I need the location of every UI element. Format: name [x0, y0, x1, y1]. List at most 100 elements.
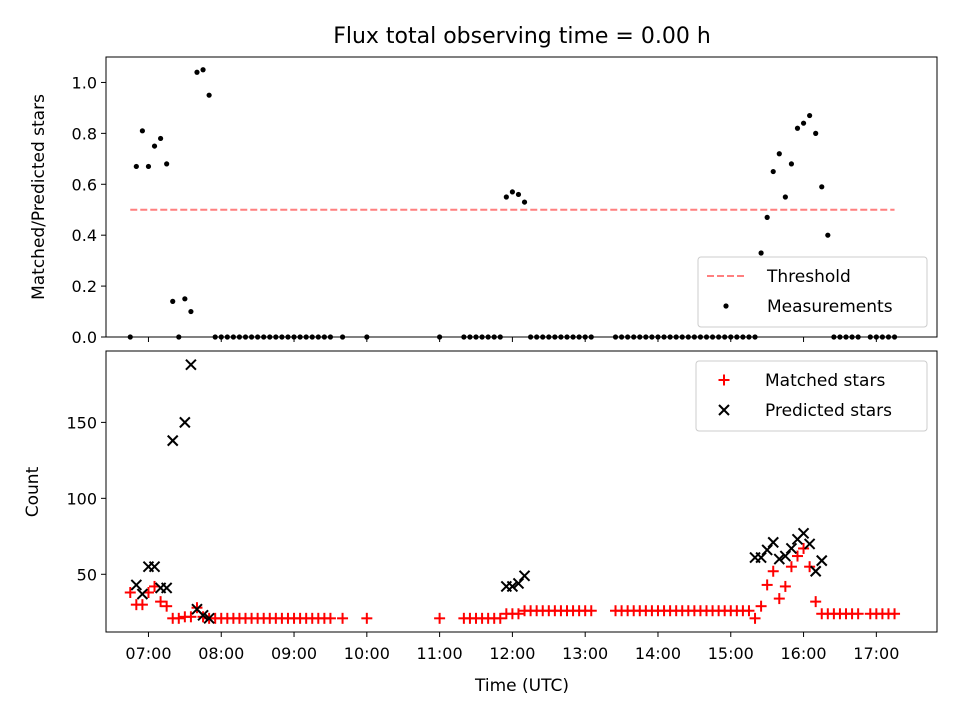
ratio-y-ticks: 0.0 0.2 0.4 0.6 0.8 1.0: [72, 73, 877, 347]
matched-star-point: [161, 600, 173, 612]
predicted-star-point: [136, 588, 149, 600]
y-tick-label: 150: [66, 413, 97, 432]
measurement-point: [164, 161, 170, 167]
matched-star-point: [767, 565, 779, 577]
predicted-star-point: [506, 580, 519, 593]
y-tick-label: 50: [77, 565, 97, 584]
legend-label: Measurements: [767, 297, 893, 317]
measurement-point: [788, 161, 795, 167]
predicted-star-point: [130, 579, 143, 591]
ratio-legend: Threshold Measurements: [697, 256, 928, 328]
matched-star-point: [743, 605, 755, 617]
time-x-ticks: 07:00 08:00 09:00 10:00 11:00 12:00 13:00 14:00…: [125, 632, 899, 663]
matched-star-point: [798, 542, 810, 554]
predicted-star-point: [160, 582, 173, 594]
matched-star-point: [785, 561, 797, 573]
measurement-point: [521, 199, 528, 205]
predicted-star-point: [512, 577, 525, 590]
chart-title: Flux total observing time = 0.00 h: [333, 24, 711, 49]
y-tick-label: 0.0: [72, 328, 97, 347]
count-y-axis-label: Count: [23, 466, 43, 517]
x-tick-label: 13:00: [562, 644, 608, 663]
measurement-point: [145, 163, 152, 170]
measurement-point: [515, 191, 522, 198]
predicted-star-point: [203, 612, 215, 625]
measurement-point: [825, 232, 831, 238]
legend-matched-handle: [718, 374, 730, 386]
predicted-star-point: [755, 551, 767, 564]
matched-star-point: [779, 580, 791, 592]
measurement-point: [782, 194, 788, 200]
matched-star-point: [185, 611, 197, 623]
x-tick-label: 14:00: [635, 644, 681, 663]
x-tick-label: 17:00: [853, 644, 899, 663]
matched-star-point: [852, 608, 864, 620]
predicted-star-point: [761, 544, 773, 556]
matched-star-point: [173, 612, 185, 624]
matched-star-point: [889, 608, 901, 620]
predicted-star-point: [785, 542, 798, 555]
matched-star-point: [755, 600, 767, 612]
predicted-star-point: [767, 536, 779, 549]
legend-label: Threshold: [766, 267, 851, 287]
measurement-point: [194, 69, 200, 75]
predicted-star-point: [779, 550, 792, 562]
x-axis-label: Time (UTC): [474, 676, 569, 696]
measurement-point: [200, 67, 206, 73]
measurement-point: [151, 143, 158, 149]
y-tick-label: 0.2: [72, 277, 97, 296]
matched-star-point: [791, 550, 803, 562]
measurement-point: [503, 194, 509, 200]
predicted-star-point: [816, 554, 828, 567]
matched-star-point: [761, 579, 773, 591]
matched-star-point: [804, 561, 816, 573]
matched-star-point: [810, 596, 822, 608]
ratio-plot-frame: [105, 56, 938, 338]
legend-label: Matched stars: [765, 371, 885, 391]
measurement-point: [764, 214, 770, 220]
count-plot-frame: [105, 350, 938, 633]
count-marks: [124, 358, 901, 625]
y-tick-label: 100: [66, 489, 97, 508]
predicted-star-point: [197, 609, 209, 621]
matched-star-point: [773, 593, 785, 605]
x-tick-label: 15:00: [708, 644, 754, 663]
matched-star-point: [136, 599, 148, 611]
measurement-point: [776, 151, 782, 157]
measurement-point: [206, 92, 212, 98]
matched-star-point: [337, 612, 349, 624]
measurement-point: [157, 135, 164, 142]
predicted-star-point: [185, 358, 197, 371]
legend-box: [695, 360, 928, 432]
measurement-point: [813, 130, 819, 136]
predicted-star-point: [803, 538, 816, 550]
measurement-point: [794, 125, 801, 131]
ratio-panel: 0.0 0.2 0.4 0.6 0.8 1.0 Matched/Predicted sta…: [29, 56, 938, 347]
matched-star-point: [361, 612, 373, 624]
legend-box: [697, 256, 928, 328]
measurement-point: [509, 189, 516, 195]
measurement-point: [188, 308, 194, 315]
x-tick-label: 16:00: [781, 644, 827, 663]
matched-star-point: [494, 612, 506, 624]
matched-star-point: [155, 596, 167, 608]
matched-star-point: [434, 612, 446, 624]
count-legend: Matched stars Predicted stars: [695, 360, 928, 432]
measurement-point: [139, 128, 145, 134]
legend-predicted-handle: [718, 404, 730, 416]
predicted-star-point: [148, 560, 161, 573]
predicted-star-point: [773, 553, 785, 565]
y-tick-label: 1.0: [72, 73, 97, 92]
matched-star-point: [124, 587, 136, 599]
y-tick-label: 0.6: [72, 175, 97, 194]
count-panel: 50 100 150 07:00 08:00 09:00 10:00 11:00 12:00 1…: [23, 350, 938, 663]
measurement-point: [807, 112, 813, 119]
x-tick-label: 12:00: [489, 644, 535, 663]
matched-star-point: [324, 612, 336, 624]
y-tick-label: 0.4: [72, 226, 97, 245]
measurement-point: [758, 250, 764, 256]
legend-label: Predicted stars: [765, 401, 892, 421]
x-tick-label: 07:00: [125, 644, 171, 663]
